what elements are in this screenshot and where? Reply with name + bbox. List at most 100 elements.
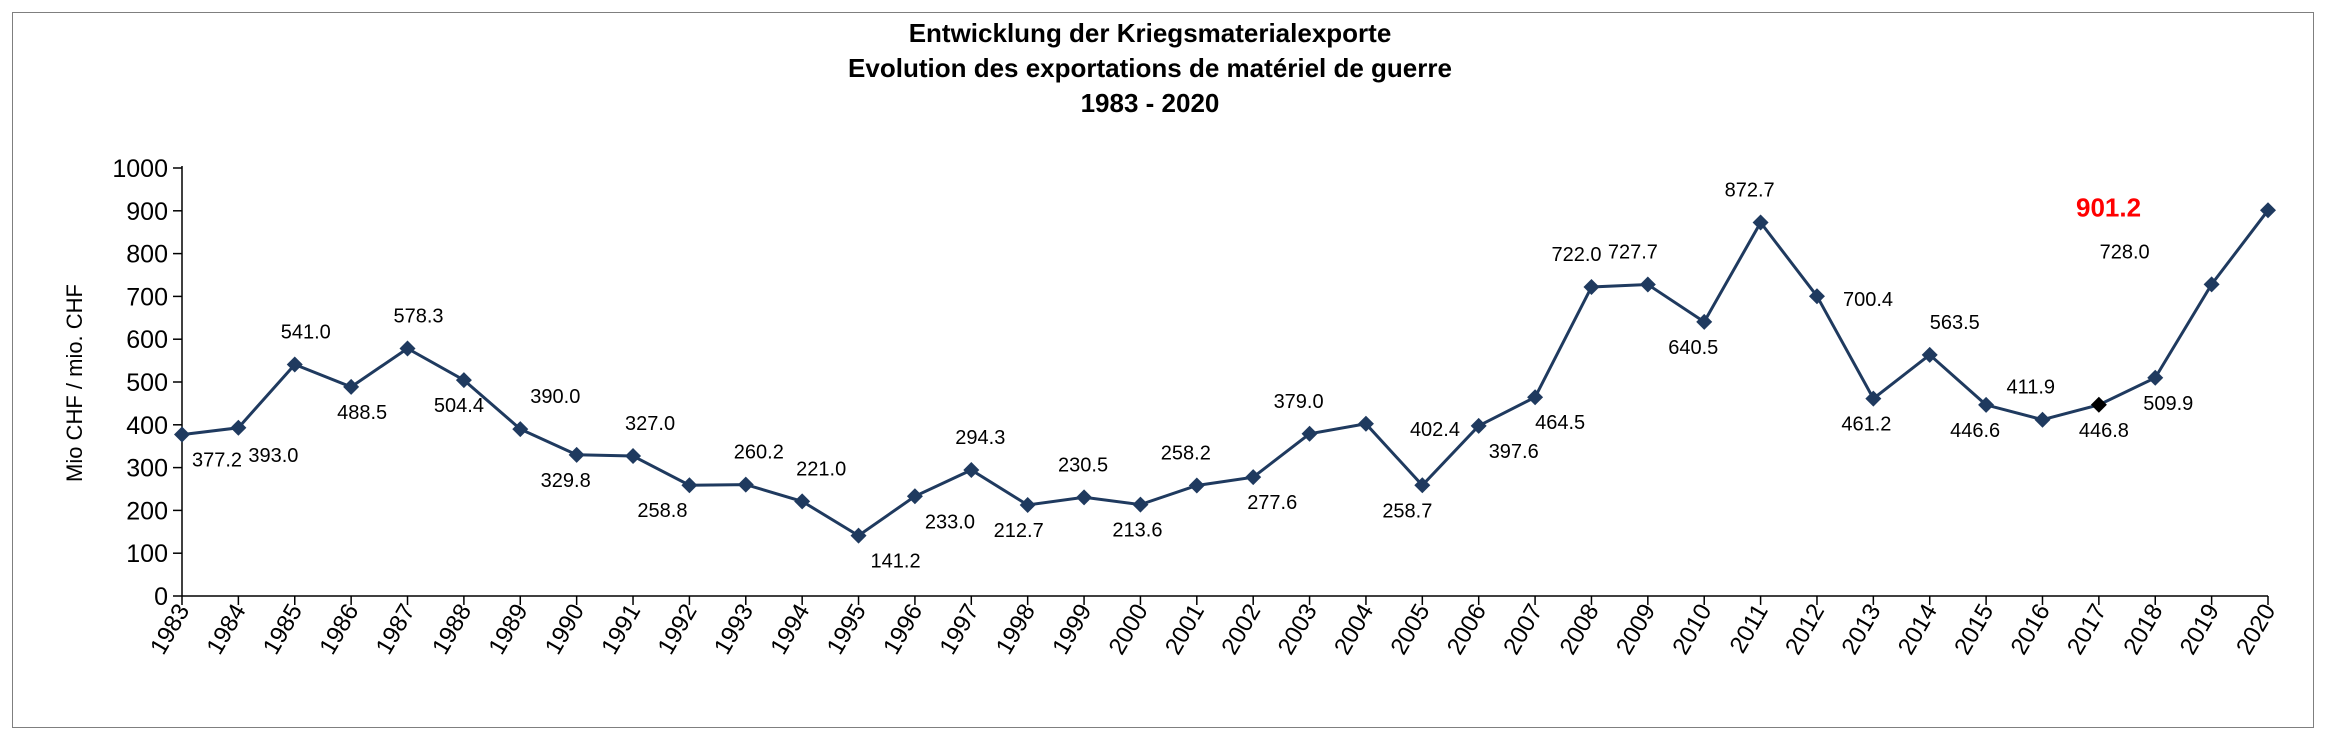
data-label: 446.6	[1950, 420, 2000, 442]
data-point	[286, 356, 303, 373]
data-point	[1978, 396, 1995, 413]
data-label: 397.6	[1489, 441, 1539, 463]
x-tick-label: 1984	[201, 600, 251, 660]
data-point	[681, 477, 698, 494]
y-tick-label: 100	[126, 540, 168, 568]
data-label: 578.3	[394, 305, 444, 327]
x-tick-label: 2003	[1273, 600, 1323, 660]
data-point	[963, 462, 980, 479]
data-point	[174, 426, 190, 443]
data-point	[2260, 202, 2276, 219]
x-tick-label: 2006	[1442, 600, 1492, 660]
data-point	[2147, 369, 2164, 386]
x-tick-label: 1997	[934, 600, 984, 660]
data-label: 377.2	[192, 450, 242, 472]
data-point	[1132, 496, 1149, 513]
axes	[181, 166, 2268, 597]
x-tick-label: 1987	[371, 600, 421, 660]
x-tick-label: 1983	[145, 600, 195, 660]
chart-title: Entwicklung der Kriegsmaterialexporte Ev…	[848, 18, 1452, 118]
data-label: 504.4	[434, 395, 484, 417]
data-point	[512, 421, 529, 438]
x-tick-label: 1998	[991, 600, 1041, 660]
data-point	[230, 419, 247, 436]
x-tick-label: 2005	[1385, 600, 1435, 660]
data-label: 541.0	[281, 321, 331, 343]
x-tick-label: 2014	[1893, 600, 1943, 660]
chart-frame	[12, 12, 2314, 728]
data-labels: 377.2 393.0 541.0 488.5 578.3 504.4 390.0 329.8…	[192, 179, 2193, 572]
data-label: 294.3	[955, 427, 1005, 449]
x-tick-label: 2017	[2062, 600, 2112, 660]
x-tick-label: 1989	[483, 600, 533, 660]
x-tick-label: 2002	[1216, 600, 1266, 660]
data-point	[737, 476, 754, 493]
data-label: 402.4	[1410, 419, 1460, 441]
data-label: 393.0	[248, 445, 298, 467]
y-tick-label: 500	[126, 369, 168, 397]
data-point	[1357, 415, 1374, 432]
data-point	[1414, 477, 1431, 494]
x-tick-label: 1995	[822, 600, 872, 660]
data-point	[1808, 288, 1825, 305]
data-label: 727.7	[1608, 242, 1658, 264]
data-label: 379.0	[1274, 391, 1324, 413]
data-label-highlight: 901.2	[2076, 192, 2141, 222]
data-point	[455, 372, 472, 389]
x-tick-label: 2008	[1555, 600, 1605, 660]
data-label: 509.9	[2143, 393, 2193, 415]
x-tick-label: 1992	[653, 600, 703, 660]
x-tick-label: 1986	[314, 600, 364, 660]
x-tick-label: 1993	[709, 600, 759, 660]
y-axis-ticks: 0 100 200 300 400 500 600 700 800 900 1000	[112, 155, 182, 611]
data-label: 700.4	[1843, 289, 1893, 311]
data-point	[906, 488, 923, 505]
y-tick-label: 1000	[112, 155, 168, 183]
data-point	[2090, 396, 2107, 413]
data-point	[1188, 477, 1205, 494]
chart-title-line-1: Entwicklung der Kriegsmaterialexporte	[909, 18, 1392, 48]
data-label: 327.0	[625, 413, 675, 435]
x-tick-label: 2019	[2175, 600, 2225, 660]
data-point	[2034, 411, 2051, 428]
data-point	[1921, 346, 1938, 363]
data-label: 230.5	[1058, 454, 1108, 476]
data-point	[343, 378, 360, 395]
data-label: 390.0	[530, 386, 580, 408]
x-tick-label: 1988	[427, 600, 477, 660]
data-label: 563.5	[1930, 312, 1980, 334]
chart-title-line-3: 1983 - 2020	[1081, 88, 1220, 118]
data-label: 258.7	[1382, 500, 1432, 522]
x-tick-label: 1985	[258, 600, 308, 660]
data-label: 640.5	[1668, 337, 1718, 359]
data-label: 872.7	[1725, 179, 1775, 201]
y-tick-label: 300	[126, 455, 168, 483]
data-label: 722.0	[1551, 244, 1601, 266]
x-tick-label: 2009	[1611, 600, 1661, 660]
x-tick-label: 2010	[1667, 600, 1717, 660]
y-tick-label: 600	[126, 326, 168, 354]
data-label: 329.8	[541, 470, 591, 492]
x-tick-label: 1990	[540, 600, 590, 660]
x-tick-label: 2007	[1498, 600, 1548, 660]
data-point	[568, 446, 585, 463]
data-point	[1470, 417, 1487, 434]
data-label: 212.7	[994, 520, 1044, 542]
x-tick-label: 1996	[878, 600, 928, 660]
y-tick-label: 700	[126, 283, 168, 311]
data-label: 258.2	[1161, 442, 1211, 464]
x-tick-label: 2016	[2006, 600, 2056, 660]
data-point	[1527, 389, 1544, 406]
y-tick-label: 0	[154, 583, 168, 611]
data-label: 233.0	[925, 511, 975, 533]
data-label: 461.2	[1841, 414, 1891, 436]
data-point	[1019, 496, 1036, 513]
data-label: 728.0	[2100, 241, 2150, 263]
series-line	[181, 209, 2270, 538]
data-point	[794, 493, 811, 510]
x-tick-label: 2018	[2118, 600, 2168, 660]
y-tick-label: 800	[126, 241, 168, 269]
y-tick-label: 900	[126, 198, 168, 226]
data-point	[1639, 276, 1656, 293]
